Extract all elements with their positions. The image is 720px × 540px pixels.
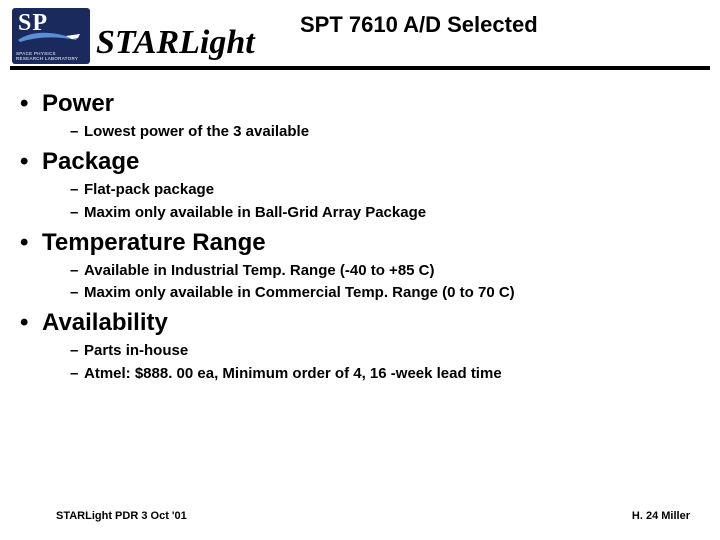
footer-left: STARLight PDR 3 Oct '01 bbox=[56, 510, 187, 522]
brand-name: STARLight bbox=[96, 24, 255, 62]
section-item: Flat-pack package bbox=[70, 180, 700, 200]
slide-content: Power Lowest power of the 3 available Pa… bbox=[20, 84, 700, 386]
section-heading: Availability bbox=[20, 309, 700, 337]
section-item: Available in Industrial Temp. Range (-40… bbox=[70, 261, 700, 281]
section-item: Maxim only available in Commercial Temp.… bbox=[70, 283, 700, 303]
section-item: Maxim only available in Ball-Grid Array … bbox=[70, 203, 700, 223]
header-rule bbox=[10, 66, 710, 70]
slide-title: SPT 7610 A/D Selected bbox=[300, 12, 538, 38]
slide-header: SP SPACE PHYSICS RESEARCH LABORATORY STA… bbox=[0, 0, 720, 80]
footer-right: H. 24 Miller bbox=[632, 510, 690, 522]
section-item: Lowest power of the 3 available bbox=[70, 122, 700, 142]
sprl-logo: SP SPACE PHYSICS RESEARCH LABORATORY bbox=[12, 8, 90, 64]
section-heading: Temperature Range bbox=[20, 229, 700, 257]
section-heading: Power bbox=[20, 90, 700, 118]
logo-swoosh-icon bbox=[16, 30, 82, 44]
section-heading: Package bbox=[20, 148, 700, 176]
logo-sub-line2: RESEARCH LABORATORY bbox=[16, 56, 78, 61]
section-item: Atmel: $888. 00 ea, Minimum order of 4, … bbox=[70, 364, 700, 384]
section-item: Parts in-house bbox=[70, 341, 700, 361]
logo-subtitle: SPACE PHYSICS RESEARCH LABORATORY bbox=[16, 52, 78, 62]
